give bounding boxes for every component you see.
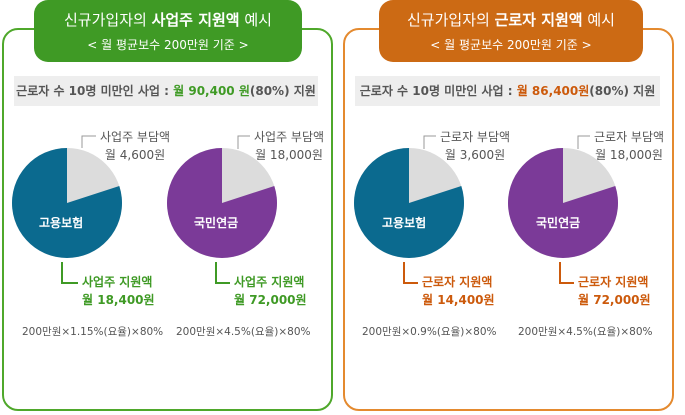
- employer-np-burden: 사업주 부담액 월 18,000원: [254, 130, 325, 162]
- support-slice: [12, 148, 123, 258]
- worker-ei-burden: 근로자 부담액 월 3,600원: [440, 130, 511, 162]
- employer-ei-pie-label: 고용보험: [39, 216, 84, 230]
- worker-ei-pie: [354, 148, 465, 258]
- worker-ei-pie-label: 고용보험: [382, 216, 427, 230]
- worker-ei-formula: 200만원×0.9%(요율)×80%: [362, 326, 497, 338]
- worker-np-burden: 근로자 부담액 월 18,000원: [594, 130, 665, 162]
- worker-info-bar: 근로자 수 10명 미만인 사업 : 월 86,400원(80%) 지원: [355, 76, 660, 106]
- employer-info-bar: 근로자 수 10명 미만인 사업 : 월 90,400 원(80%) 지원: [14, 76, 318, 106]
- employer-ei-formula: 200만원×1.15%(요율)×80%: [22, 326, 164, 338]
- employer-np-support: 사업주 지원액 월 72,000원: [234, 275, 307, 307]
- worker-np-pie-label: 국민연금: [536, 216, 581, 230]
- worker-np-pie: [508, 148, 619, 258]
- support-slice: [508, 148, 619, 258]
- employer-ei-support: 사업주 지원액 월 18,400원: [82, 275, 155, 307]
- worker-ei-support: 근로자 지원액 월 14,400원: [422, 275, 495, 307]
- employer-ei-pie: [12, 148, 123, 258]
- worker-subtitle: < 월 평균보수 200만원 기준 >: [430, 38, 592, 52]
- support-slice: [354, 148, 465, 258]
- worker-header: 신규가입자의 근로자 지원액 예시 < 월 평균보수 200만원 기준 >: [379, 0, 643, 62]
- worker-np-support: 근로자 지원액 월 72,000원: [578, 275, 651, 307]
- employer-np-pie: [167, 148, 278, 258]
- employer-np-formula: 200만원×4.5%(요율)×80%: [176, 326, 311, 338]
- worker-title: 신규가입자의 근로자 지원액 예시: [407, 11, 615, 29]
- support-slice: [167, 148, 278, 258]
- employer-subtitle: < 월 평균보수 200만원 기준 >: [87, 38, 249, 52]
- worker-np-formula: 200만원×4.5%(요율)×80%: [518, 326, 653, 338]
- employer-title: 신규가입자의 사업주 지원액 예시: [64, 11, 272, 29]
- employer-np-pie-label: 국민연금: [194, 216, 239, 230]
- employer-ei-burden: 사업주 부담액 월 4,600원: [100, 130, 171, 162]
- employer-header: 신규가입자의 사업주 지원액 예시 < 월 평균보수 200만원 기준 >: [34, 0, 302, 62]
